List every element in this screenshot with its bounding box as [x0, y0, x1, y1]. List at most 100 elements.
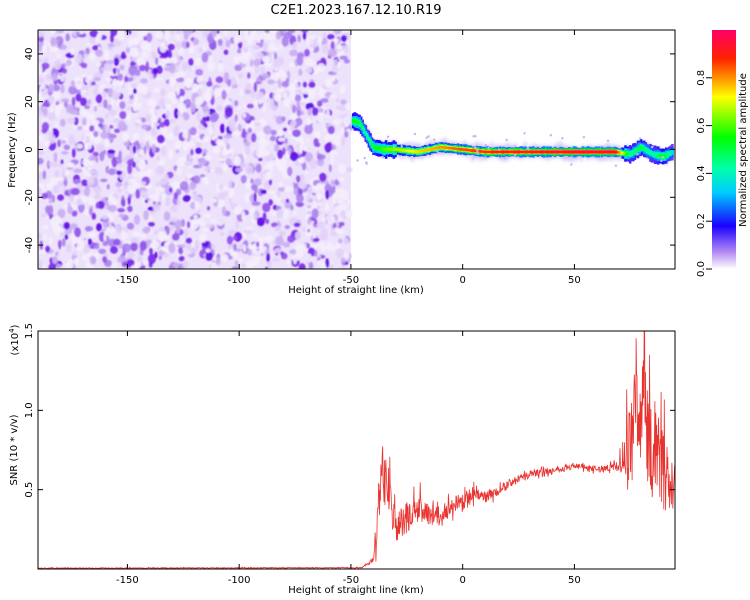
noise-blob: [294, 160, 300, 167]
noise-blob: [50, 38, 59, 44]
noise-blob: [294, 231, 302, 241]
noise-blob: [54, 107, 61, 118]
noise-blob: [335, 105, 341, 111]
noise-blob: [250, 120, 255, 131]
ridge-cell: [505, 150, 508, 154]
ridge-speck: [561, 137, 564, 140]
noise-blob: [153, 229, 159, 235]
ridge-cell: [449, 146, 452, 150]
noise-blob: [345, 210, 353, 219]
noise-blob: [281, 36, 289, 47]
noise-blob: [91, 119, 100, 126]
figure-title: C2E1.2023.167.12.10.R19: [270, 3, 441, 18]
noise-blob: [49, 30, 56, 35]
noise-blob: [98, 248, 107, 254]
noise-blob: [192, 192, 199, 202]
noise-blob: [38, 149, 45, 156]
noise-blob: [251, 262, 256, 267]
noise-blob: [188, 46, 195, 54]
noise-blob: [216, 104, 223, 112]
spectrogram-y-label: Frequency (Hz): [7, 112, 18, 188]
ridge-speck: [356, 159, 359, 162]
noise-blob: [107, 63, 114, 72]
noise-blob: [258, 98, 263, 105]
noise-blob: [151, 128, 158, 137]
noise-blob: [204, 166, 212, 172]
y-tick-label: 0: [24, 146, 35, 152]
noise-blob: [88, 208, 93, 216]
noise-blob: [313, 137, 319, 147]
ridge-cell: [478, 149, 482, 153]
ridge-cell: [477, 149, 480, 153]
ridge-speck: [487, 146, 490, 149]
noise-blob: [61, 168, 66, 179]
ridge-cell: [605, 150, 608, 153]
noise-blob: [277, 149, 283, 160]
ridge-cell: [413, 150, 416, 153]
noise-blob: [242, 128, 246, 138]
noise-blob: [153, 67, 158, 75]
colorbar-tick-label: 0.8: [696, 70, 707, 86]
noise-blob: [163, 211, 171, 222]
noise-blob: [212, 146, 220, 155]
noise-blob: [316, 158, 325, 167]
noise-blob: [133, 88, 137, 94]
ridge-cell: [519, 150, 522, 153]
ridge-cell: [402, 149, 405, 152]
noise-blob: [106, 104, 113, 111]
ridge-cell: [442, 146, 446, 149]
noise-blob: [220, 253, 229, 262]
ridge-cell: [666, 152, 669, 157]
ridge-cell: [486, 150, 490, 154]
noise-blob: [109, 125, 114, 130]
noise-blob: [41, 192, 48, 200]
noise-blob: [233, 205, 243, 215]
noise-blob: [329, 94, 337, 99]
noise-blob: [69, 110, 79, 115]
noise-blob: [222, 186, 229, 191]
noise-blob: [96, 223, 102, 232]
noise-blob: [278, 81, 282, 89]
noise-blob: [308, 81, 316, 88]
noise-blob: [100, 215, 109, 220]
noise-blob: [306, 253, 313, 264]
noise-blob: [237, 257, 244, 263]
noise-blob: [82, 158, 90, 167]
noise-blob: [306, 35, 310, 46]
noise-blob: [96, 143, 105, 152]
ridge-cell: [564, 150, 568, 154]
noise-blob: [56, 176, 64, 182]
ridge-cell: [544, 150, 547, 153]
noise-blob: [226, 143, 230, 150]
ridge-cell: [362, 129, 366, 133]
noise-blob: [265, 218, 270, 225]
noise-blob: [76, 31, 80, 36]
noise-blob: [109, 134, 117, 139]
noise-blob: [64, 234, 69, 240]
noise-blob: [262, 42, 268, 52]
noise-blob: [264, 93, 271, 99]
noise-blob: [334, 180, 339, 185]
noise-blob: [104, 113, 109, 119]
noise-blob: [81, 73, 89, 78]
noise-blob: [193, 214, 198, 219]
noise-blob: [136, 84, 146, 93]
ridge-cell: [455, 147, 458, 150]
noise-blob: [86, 99, 92, 105]
noise-blob: [66, 162, 75, 168]
ridge-cell: [516, 150, 519, 154]
ridge-cell: [652, 152, 655, 157]
noise-blob: [227, 81, 231, 87]
ridge-speck: [433, 138, 436, 141]
noise-blob: [70, 80, 75, 88]
noise-blob: [343, 237, 349, 245]
noise-blob: [38, 64, 43, 75]
noise-blob: [310, 186, 320, 193]
noise-blob: [86, 112, 96, 121]
noise-blob: [40, 84, 46, 90]
ridge-speck: [436, 150, 439, 153]
noise-blob: [336, 228, 345, 234]
noise-blob: [150, 242, 156, 249]
noise-blob: [121, 256, 126, 262]
noise-blob: [314, 242, 320, 248]
